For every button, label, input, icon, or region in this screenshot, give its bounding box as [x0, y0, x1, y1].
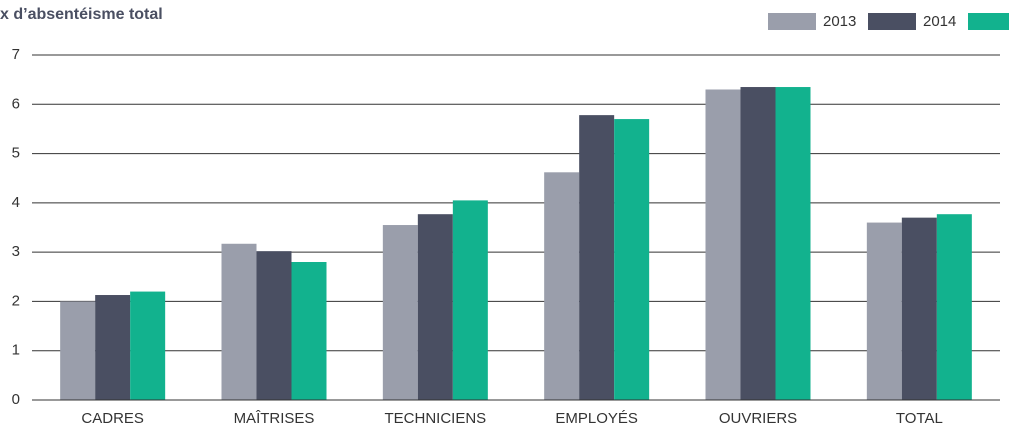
bar: [452, 200, 488, 400]
bar: [740, 87, 776, 401]
y-tick-label: 2: [12, 292, 20, 309]
legend-label: 2013: [823, 13, 856, 30]
y-tick-label: 3: [12, 243, 20, 260]
bar: [382, 225, 418, 400]
x-tick-label: CADRES: [81, 410, 144, 427]
bar: [579, 115, 615, 400]
bar: [901, 217, 937, 400]
bar: [130, 291, 166, 400]
bar: [614, 119, 650, 401]
x-tick-label: OUVRIERS: [719, 410, 797, 427]
bar: [256, 251, 292, 400]
bar: [221, 243, 257, 400]
y-tick-label: 6: [12, 95, 20, 112]
x-tick-label: MAÎTRISES: [234, 410, 315, 427]
bar: [291, 262, 327, 400]
bar: [705, 89, 741, 400]
x-tick-label: TECHNICIENS: [384, 410, 486, 427]
bar: [544, 172, 580, 400]
x-tick-label: TOTAL: [896, 410, 943, 427]
legend-swatch: [868, 13, 916, 30]
bar: [95, 295, 131, 400]
bar: [775, 87, 811, 401]
legend-label: 2014: [923, 13, 956, 30]
chart-title: x d’absentéisme total: [0, 6, 163, 23]
legend-swatch: [768, 13, 816, 30]
bar: [936, 214, 972, 400]
x-tick-label: EMPLOYÉS: [555, 410, 638, 427]
bar: [60, 301, 96, 400]
legend-swatch: [968, 13, 1009, 30]
y-tick-label: 1: [12, 342, 20, 359]
y-tick-label: 7: [12, 46, 20, 63]
y-tick-label: 0: [12, 391, 20, 408]
y-tick-label: 4: [12, 194, 20, 211]
bar: [417, 214, 453, 400]
bar: [866, 222, 902, 400]
y-tick-label: 5: [12, 145, 20, 162]
